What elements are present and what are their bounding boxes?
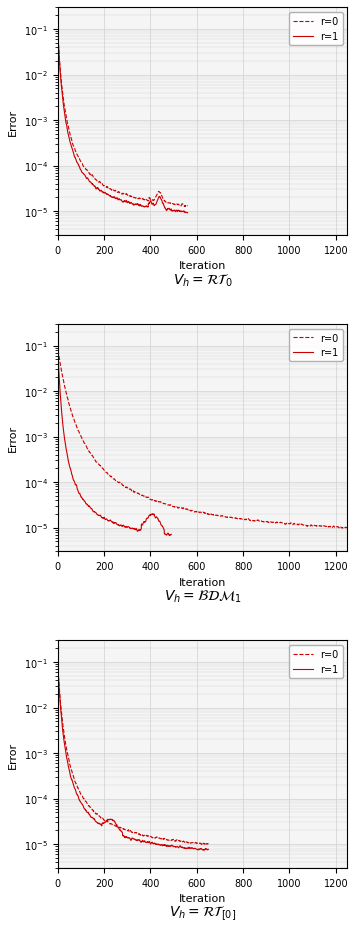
Text: $V_h = \mathcal{BDM}_1$: $V_h = \mathcal{BDM}_1$ <box>164 588 242 604</box>
r=1 <box>166 204 170 215</box>
r=1 <box>138 525 142 536</box>
r=0 <box>342 523 346 535</box>
r=1 <box>202 844 206 856</box>
r=0 <box>345 522 350 534</box>
Line: r=0: r=0 <box>58 671 208 845</box>
r=0 <box>160 833 165 844</box>
X-axis label: Iteration: Iteration <box>179 894 226 903</box>
r=1 <box>169 204 173 215</box>
r=1 <box>57 49 61 60</box>
r=1 <box>56 664 60 675</box>
r=0 <box>166 198 170 209</box>
r=1 <box>174 842 178 853</box>
r=0 <box>187 505 192 516</box>
r=0 <box>56 345 60 356</box>
r=1 <box>140 201 144 213</box>
r=1 <box>167 530 172 541</box>
r=0 <box>147 193 151 204</box>
r=0 <box>184 201 188 213</box>
r=1 <box>162 839 167 850</box>
Legend: r=0, r=1: r=0, r=1 <box>289 13 343 45</box>
r=0 <box>57 48 61 59</box>
r=1 <box>122 522 126 533</box>
r=1 <box>131 832 135 844</box>
Y-axis label: Error: Error <box>8 109 18 135</box>
r=1 <box>112 518 116 529</box>
Legend: r=0, r=1: r=0, r=1 <box>289 329 343 362</box>
r=0 <box>152 832 157 844</box>
r=0 <box>140 194 144 205</box>
r=1 <box>169 529 174 540</box>
r=0 <box>131 827 135 838</box>
Line: r=1: r=1 <box>58 669 208 850</box>
r=1 <box>147 199 151 210</box>
r=1 <box>163 529 167 540</box>
r=0 <box>174 835 178 846</box>
r=0 <box>198 507 203 518</box>
r=1 <box>152 838 157 849</box>
r=0 <box>96 809 100 820</box>
r=0 <box>209 509 213 520</box>
r=0 <box>56 665 60 677</box>
r=1 <box>96 818 100 829</box>
Y-axis label: Error: Error <box>8 741 18 767</box>
r=1 <box>160 840 165 851</box>
r=0 <box>66 123 71 135</box>
r=0 <box>169 199 173 210</box>
r=0 <box>131 486 136 497</box>
r=1 <box>185 208 190 219</box>
X-axis label: Iteration: Iteration <box>179 261 226 271</box>
r=0 <box>206 839 211 850</box>
Line: r=0: r=0 <box>58 39 187 207</box>
r=1 <box>66 131 71 142</box>
r=0 <box>56 33 60 45</box>
Text: $V_h = \mathcal{RT}_{[0]}$: $V_h = \mathcal{RT}_{[0]}$ <box>169 904 236 922</box>
r=0 <box>200 840 204 851</box>
r=0 <box>125 483 130 494</box>
Line: r=0: r=0 <box>58 351 347 529</box>
r=0 <box>243 515 247 526</box>
Y-axis label: Error: Error <box>8 425 18 452</box>
r=1 <box>144 516 148 527</box>
r=1 <box>56 350 60 361</box>
r=1 <box>206 844 211 855</box>
Line: r=1: r=1 <box>58 355 171 535</box>
r=1 <box>121 521 125 532</box>
r=1 <box>56 32 60 43</box>
Line: r=1: r=1 <box>58 37 187 213</box>
Text: $V_h = \mathcal{RT}_0$: $V_h = \mathcal{RT}_0$ <box>173 272 232 289</box>
r=0 <box>162 833 167 844</box>
r=0 <box>185 200 190 212</box>
X-axis label: Iteration: Iteration <box>179 577 226 587</box>
Legend: r=0, r=1: r=0, r=1 <box>289 646 343 678</box>
